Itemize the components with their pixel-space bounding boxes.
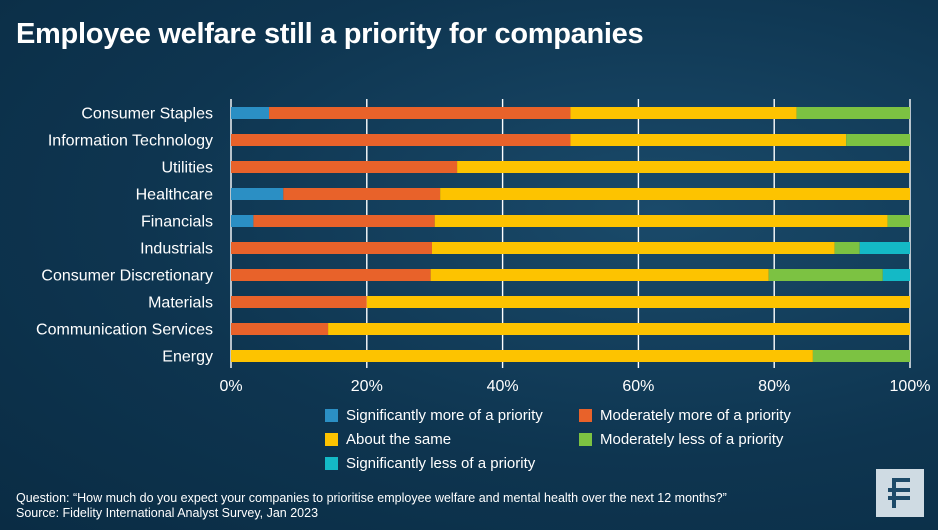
bar-segment (231, 323, 329, 335)
legend-swatch (325, 433, 338, 446)
legend-label: Moderately more of a priority (600, 407, 791, 424)
legend-label: Moderately less of a priority (600, 431, 784, 448)
chart-title: Employee welfare still a priority for co… (16, 18, 644, 50)
bar-segment (812, 350, 910, 362)
legend-item: Moderately more of a priority (579, 407, 791, 424)
x-tick-label: 20% (351, 378, 383, 395)
bar-segment (231, 134, 571, 146)
legend-swatch (579, 433, 592, 446)
category-label: Information Technology (48, 133, 213, 150)
bar-segment (457, 161, 910, 173)
x-tick-label: 40% (487, 378, 519, 395)
bar-segment (570, 134, 847, 146)
bar-segment (231, 350, 813, 362)
bar-segment (440, 188, 910, 200)
legend-label: Significantly less of a priority (346, 455, 536, 472)
bar-segment (231, 296, 367, 308)
bar-segment (570, 107, 797, 119)
bar-segment (253, 215, 435, 227)
bar-segment (231, 269, 431, 281)
category-label: Financials (141, 214, 213, 231)
bar-segment (846, 134, 910, 146)
bar-area (231, 107, 910, 362)
legend-label: About the same (346, 431, 452, 448)
x-tick-label: 80% (758, 378, 790, 395)
bar-segment (328, 323, 910, 335)
legend-swatch (325, 409, 338, 422)
bar-segment (882, 269, 910, 281)
bar-segment (887, 215, 910, 227)
bar-segment (231, 107, 270, 119)
legend: Significantly more of a priority Moderate… (325, 407, 845, 479)
bar-segment (834, 242, 860, 254)
fidelity-logo (876, 469, 924, 517)
legend-item: About the same (325, 431, 451, 448)
bar-segment (431, 242, 835, 254)
legend-swatch (325, 457, 338, 470)
legend-swatch (579, 409, 592, 422)
bar-segment (366, 296, 910, 308)
bar-segment (768, 269, 883, 281)
x-tick-label: 0% (219, 378, 242, 395)
legend-item: Moderately less of a priority (579, 431, 783, 448)
category-label: Utilities (161, 160, 213, 177)
bar-segment (231, 242, 432, 254)
category-label: Energy (162, 349, 213, 366)
bar-segment (796, 107, 910, 119)
bar-segment (283, 188, 441, 200)
fidelity-logo-icon (888, 478, 910, 508)
category-label: Communication Services (36, 322, 213, 339)
bar-segment (231, 161, 458, 173)
stacked-bar-chart: Consumer Staples Information Technology Ut… (36, 99, 930, 395)
category-label: Materials (148, 295, 213, 312)
footer: Question: “How much do you expect your c… (16, 491, 727, 521)
bar-segment (430, 269, 769, 281)
x-axis-ticks: 0% 20% 40% 60% 80% 100% (219, 378, 930, 395)
x-tick-label: 100% (890, 378, 931, 395)
question-note: Question: “How much do you expect your c… (16, 491, 727, 505)
category-label: Consumer Discretionary (41, 268, 213, 285)
bar-segment (434, 215, 888, 227)
legend-item: Significantly less of a priority (325, 455, 535, 472)
bar-segment (859, 242, 910, 254)
category-label: Consumer Staples (81, 106, 213, 123)
legend-item: Significantly more of a priority (325, 407, 543, 424)
x-tick-label: 60% (622, 378, 654, 395)
category-label: Healthcare (136, 187, 213, 204)
category-label: Industrials (140, 241, 213, 258)
bar-segment (269, 107, 571, 119)
bar-segment (231, 188, 284, 200)
category-labels: Consumer Staples Information Technology Ut… (36, 106, 213, 366)
source-note: Source: Fidelity International Analyst S… (16, 506, 319, 520)
bar-segment (231, 215, 254, 227)
legend-label: Significantly more of a priority (346, 407, 543, 424)
